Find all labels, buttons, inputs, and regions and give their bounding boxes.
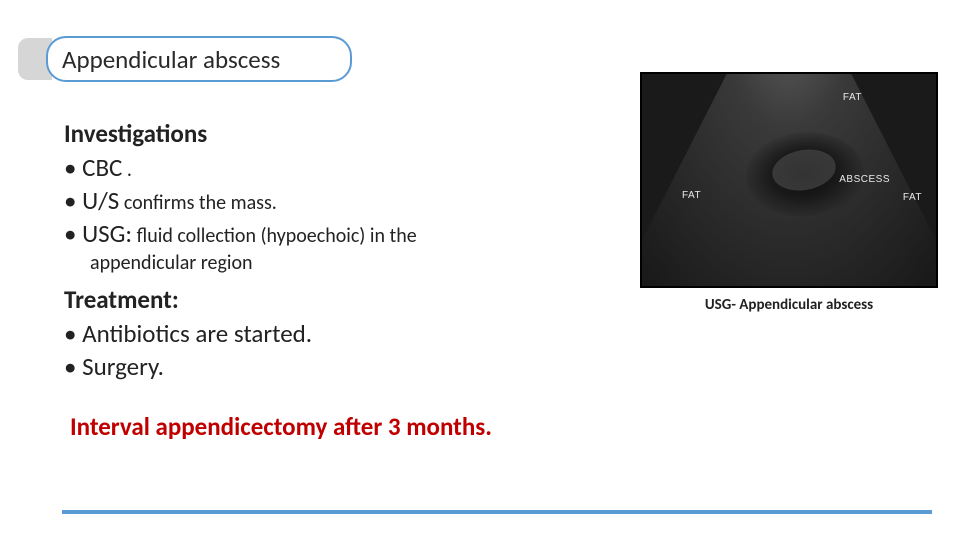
usg-label-fat-left: FAT xyxy=(682,190,701,201)
usg-image: FAT FAT FAT ABSCESS xyxy=(640,72,938,288)
image-panel: FAT FAT FAT ABSCESS USG- Appendicular ab… xyxy=(640,72,938,314)
usg-label-fat-top: FAT xyxy=(843,92,862,103)
treat-item-1-text: Surgery. xyxy=(82,351,164,382)
inv-item-1: • U/S confirms the mass. xyxy=(64,184,594,217)
inv-item-0: • CBC . xyxy=(64,151,594,184)
footer-accent-bar xyxy=(62,510,932,514)
treat-item-1: • Surgery. xyxy=(64,350,594,383)
image-caption: USG- Appendicular abscess xyxy=(640,296,938,314)
slide-title: Appendicular abscess xyxy=(62,44,280,75)
title-tab: Appendicular abscess xyxy=(18,36,352,82)
usg-label-abscess: ABSCESS xyxy=(839,174,890,185)
inv-item-2-lead: USG: xyxy=(82,218,132,249)
inv-item-1-lead: U/S xyxy=(82,185,119,216)
inv-item-2-rest: fluid collection (hypoechoic) in the xyxy=(132,224,417,248)
inv-item-0-lead: CBC xyxy=(82,152,122,183)
inv-item-0-rest: . xyxy=(122,158,132,182)
inv-item-1-rest: confirms the mass. xyxy=(119,191,277,215)
treatment-block: Treatment: • Antibiotics are started. • … xyxy=(64,284,594,383)
inv-item-2-sub: appendicular region xyxy=(90,250,594,276)
treat-item-0-text: Antibiotics are started. xyxy=(82,318,312,349)
content-area: Investigations • CBC . • U/S confirms th… xyxy=(64,118,594,442)
interval-note: Interval appendicectomy after 3 months. xyxy=(70,411,594,442)
usg-label-fat-right: FAT xyxy=(903,192,922,203)
inv-item-2: • USG: fluid collection (hypoechoic) in … xyxy=(64,217,594,250)
treatment-heading: Treatment: xyxy=(64,284,594,315)
investigations-heading: Investigations xyxy=(64,118,594,149)
treat-item-0: • Antibiotics are started. xyxy=(64,317,594,350)
title-tab-main: Appendicular abscess xyxy=(46,36,352,82)
